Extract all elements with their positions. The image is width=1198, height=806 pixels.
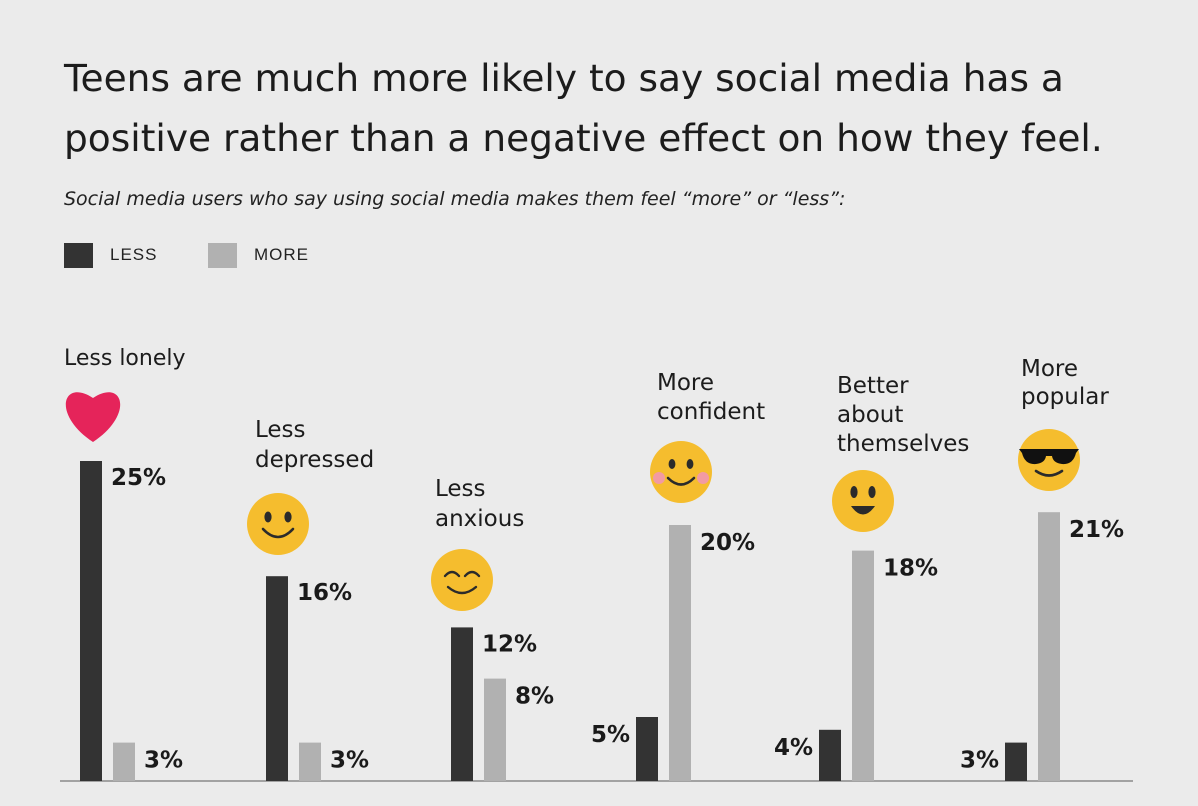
category-group: Less lonely 25% 3%	[64, 346, 186, 781]
emoji-mouth	[851, 506, 875, 515]
category-label: Less lonely	[64, 346, 186, 371]
legend-swatch-less	[64, 243, 93, 268]
emoji-mouth	[261, 527, 295, 539]
emoji-mouth	[666, 476, 696, 486]
emoji-mouth	[1034, 469, 1064, 477]
bar-less	[1005, 742, 1027, 781]
emoji-face	[832, 470, 894, 532]
legend-label-less: LESS	[110, 245, 158, 264]
category-label: themselves	[837, 431, 969, 457]
category-label: depressed	[255, 447, 374, 473]
category-label: Less	[435, 476, 486, 502]
heart-shape	[65, 392, 121, 442]
emoji-eye	[463, 570, 481, 578]
category-group: Less depressed 16% 3%	[247, 417, 374, 781]
data-label-more: 20%	[700, 530, 755, 556]
bar-less	[819, 729, 841, 781]
emoji-cheek	[653, 472, 665, 484]
category-label: about	[837, 402, 903, 428]
category-label: More	[1021, 356, 1078, 382]
data-label-less: 16%	[297, 580, 352, 606]
data-label-more: 3%	[330, 748, 369, 774]
emoji-face	[431, 549, 493, 611]
bar-more	[669, 525, 691, 781]
category-group: More confident 5% 20%	[591, 370, 765, 781]
chart-title: Teens are much more likely to say social…	[64, 56, 1103, 160]
bar-less	[636, 717, 658, 781]
data-label-less: 3%	[960, 748, 999, 774]
grin-icon	[832, 470, 894, 532]
emoji-eye	[443, 570, 461, 578]
emoji-mouth	[446, 585, 478, 595]
bar-more	[484, 678, 506, 781]
chart-subtitle: Social media users who say using social …	[64, 188, 846, 210]
legend-label-more: MORE	[254, 245, 309, 264]
category-label: confident	[657, 399, 765, 425]
emoji-eye	[668, 459, 676, 469]
data-label-less: 25%	[111, 465, 166, 491]
emoji-eye	[850, 486, 858, 498]
emoji-face	[1018, 429, 1080, 491]
emoji-eye	[868, 486, 876, 498]
data-label-less: 12%	[482, 631, 537, 657]
bar-less	[451, 627, 473, 781]
emoji-eye	[284, 511, 292, 523]
bar-more	[299, 742, 321, 781]
emoji-face	[650, 441, 712, 503]
data-label-more: 18%	[883, 556, 938, 582]
category-label: popular	[1021, 384, 1109, 410]
smile-icon	[247, 493, 309, 555]
bar-less	[266, 576, 288, 781]
category-label: anxious	[435, 506, 524, 532]
data-label-less: 5%	[591, 722, 630, 748]
emoji-cheek	[697, 472, 709, 484]
heart-icon	[65, 392, 121, 442]
data-label-less: 4%	[774, 735, 813, 761]
rosy-cheeks-smile-icon	[650, 441, 712, 503]
sunglasses-icon	[1018, 429, 1080, 491]
emoji-eye	[686, 459, 694, 469]
emoji-eye	[264, 511, 272, 523]
blush-smile-icon	[431, 549, 493, 611]
emoji-face	[247, 493, 309, 555]
data-label-more: 3%	[144, 748, 183, 774]
category-label: Better	[837, 373, 909, 399]
bar-more	[113, 742, 135, 781]
bar-less	[80, 461, 102, 781]
category-group: Better about themselves 4% 18%	[774, 373, 969, 781]
legend-swatch-more	[208, 243, 237, 268]
data-label-more: 21%	[1069, 517, 1124, 543]
category-label: Less	[255, 417, 306, 443]
category-label: More	[657, 370, 714, 396]
bar-more	[1038, 512, 1060, 781]
bar-more	[852, 550, 874, 781]
emoji-sunglasses	[1019, 449, 1079, 465]
category-group: Less anxious 12% 8%	[431, 476, 554, 781]
data-label-more: 8%	[515, 684, 554, 710]
